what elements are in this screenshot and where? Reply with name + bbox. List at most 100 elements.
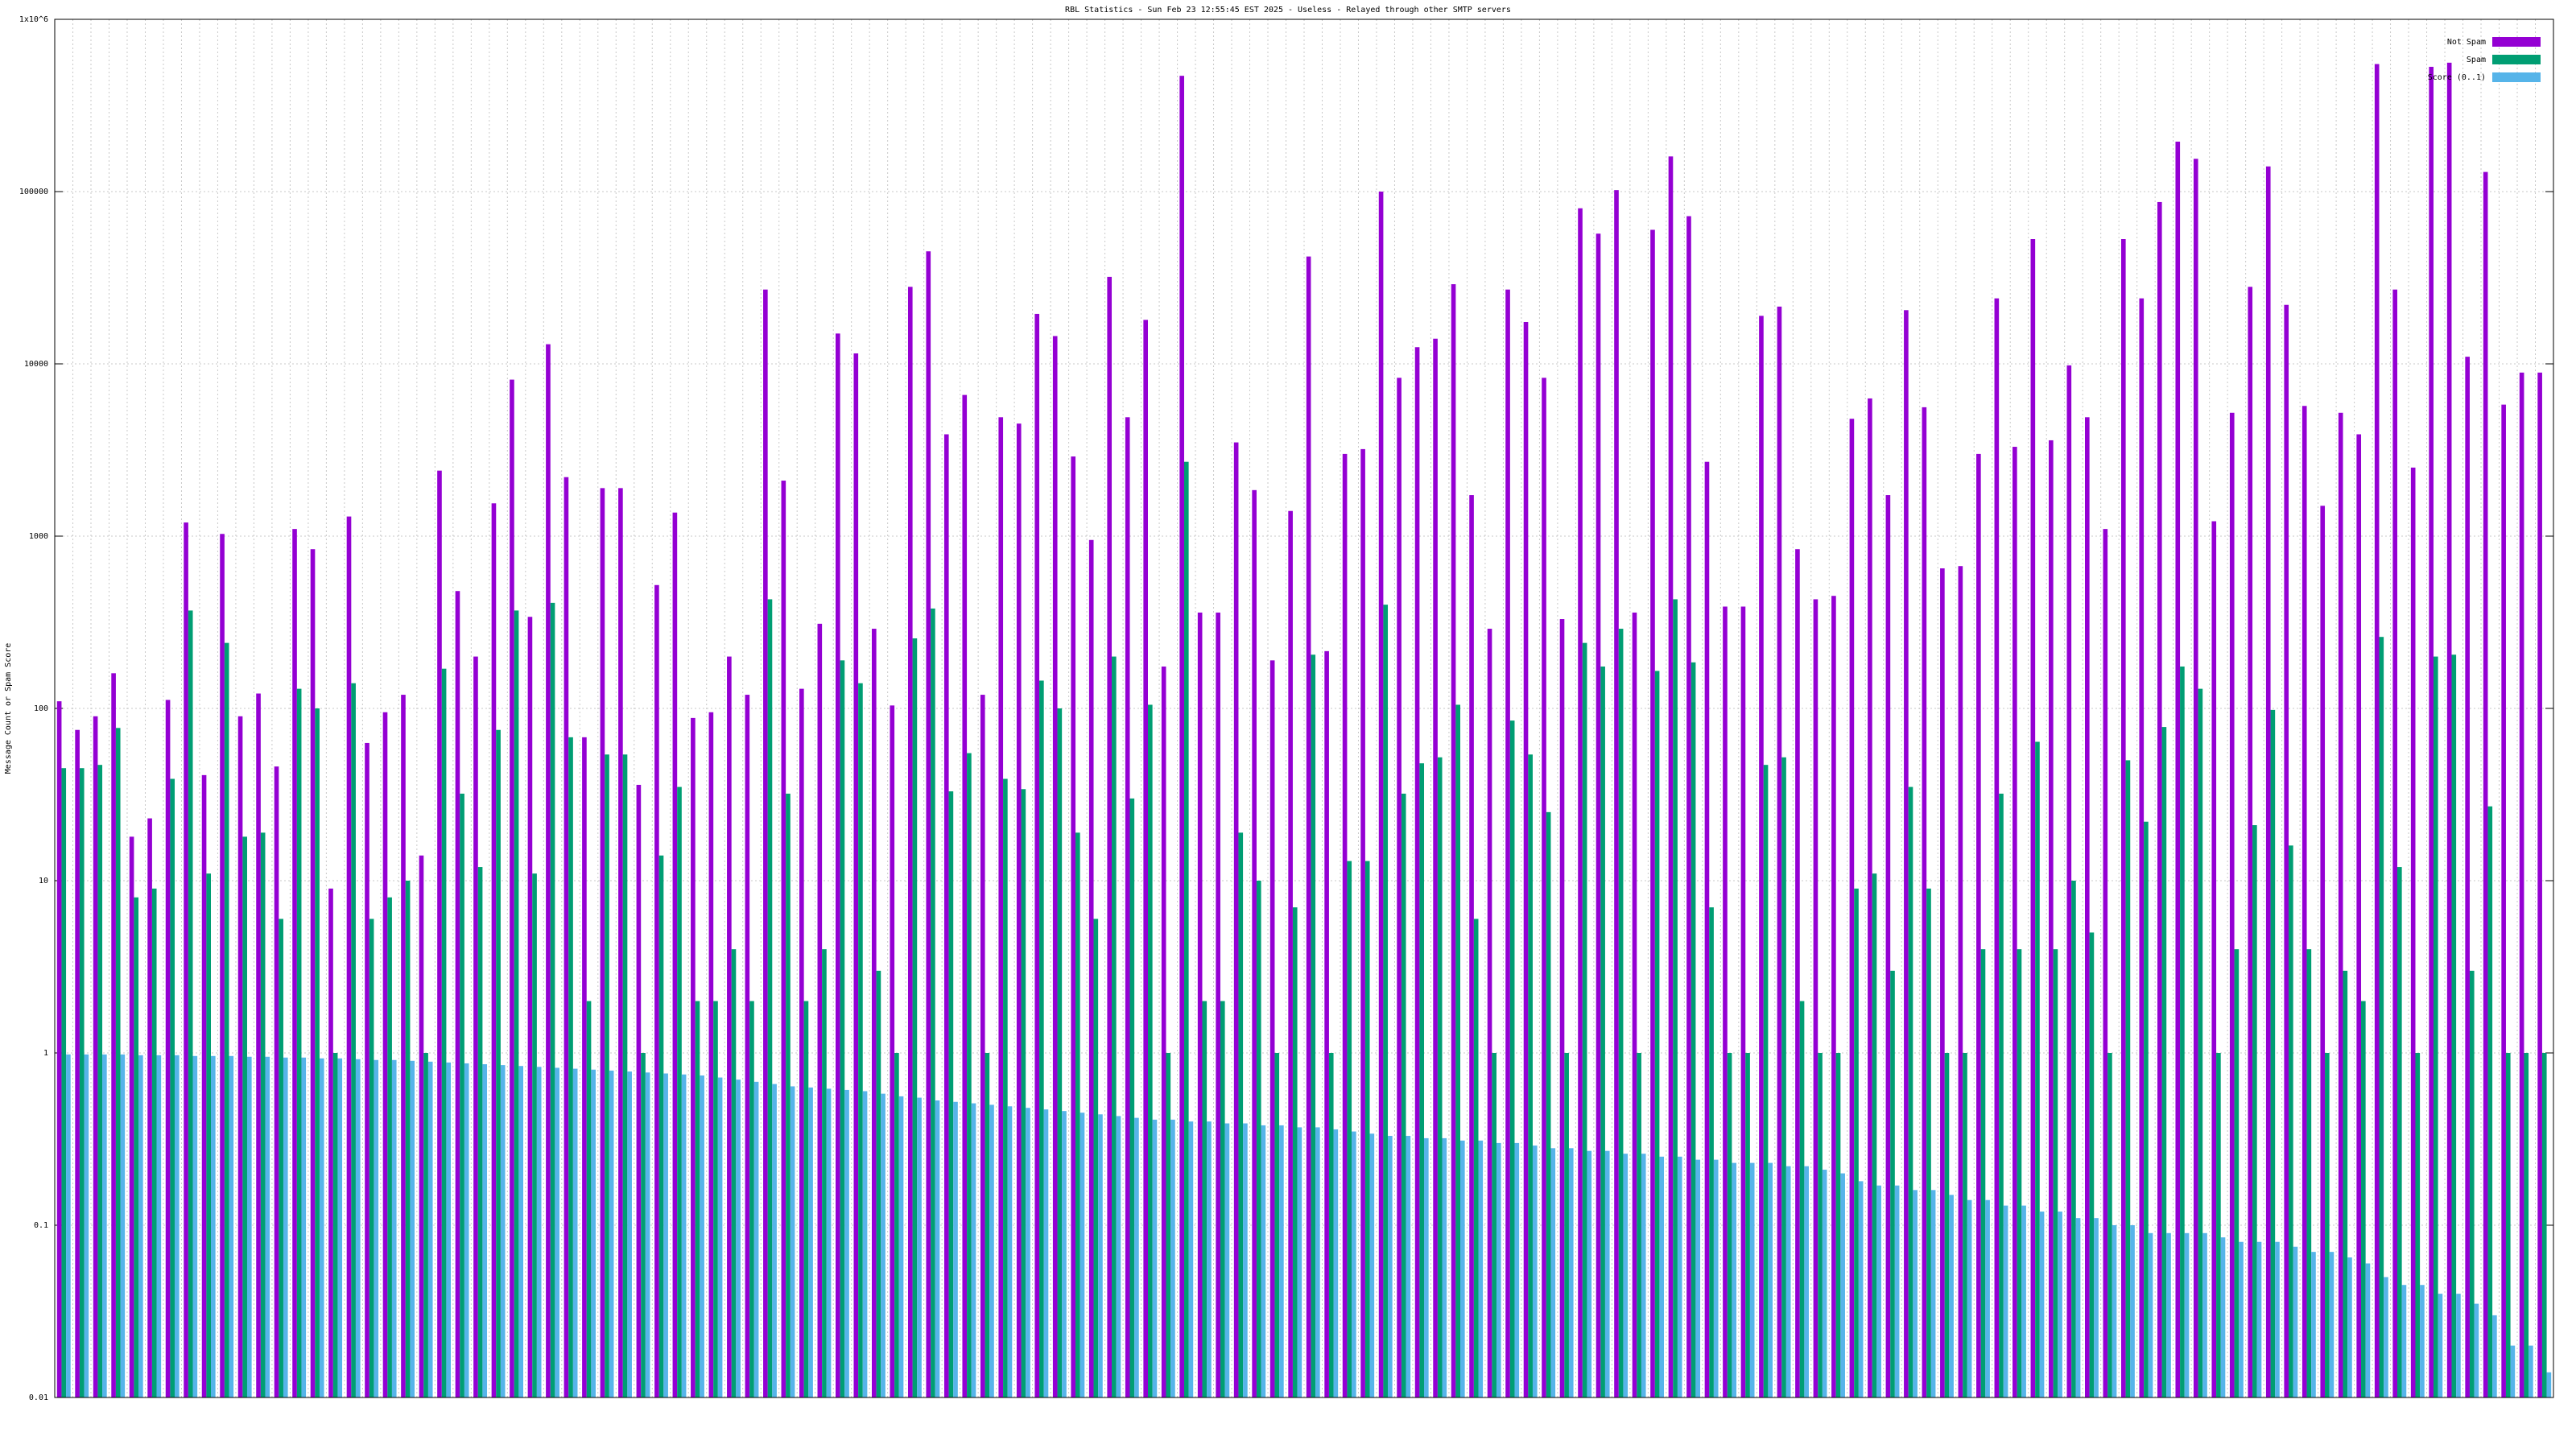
bar [1378,192,1384,1397]
bar [482,1064,488,1397]
bar [2229,412,2235,1397]
bar [346,516,352,1397]
bar [641,1053,646,1397]
bar [2365,1263,2371,1397]
bar [405,881,411,1397]
bar [1564,1053,1569,1397]
bar [2401,1285,2407,1397]
bar [967,753,972,1397]
bar [1043,1109,1049,1397]
bar [1364,861,1370,1397]
bar [2157,201,2162,1398]
bar [749,1001,754,1397]
bar [572,1068,578,1397]
bar [1328,1053,1334,1397]
bar [1170,1119,1175,1397]
bar [727,656,732,1397]
bar [998,417,1004,1397]
bar [2325,1053,2330,1397]
bar [1963,1053,1967,1397]
bar [817,623,823,1397]
bar [1026,1108,1030,1397]
bar [2347,1257,2352,1397]
bar [1292,907,1298,1397]
bar [260,832,266,1397]
bar [510,379,514,1397]
bar [1904,310,1909,1397]
bar [464,1063,469,1397]
bar [1492,1053,1496,1397]
bar [1732,1162,1737,1397]
y-tick-label: 1 [43,1049,48,1058]
bar [2293,1246,2298,1397]
y-tick-label: 100 [34,704,48,713]
bar [170,778,175,1397]
bar [2392,289,2397,1398]
bar [1088,539,1094,1398]
bar [75,729,80,1397]
bar [2198,688,2203,1397]
bar [310,549,316,1397]
bar [1166,1053,1171,1397]
bar [2356,434,2362,1397]
bar [1781,757,1786,1397]
bar [2343,970,2348,1397]
bar [1433,338,1438,1397]
bar [2175,141,2181,1397]
bar [473,656,478,1397]
bar [799,688,804,1397]
bar [1256,881,1261,1397]
bar [1785,1166,1791,1397]
y-tick-label: 1x10^6 [19,15,48,24]
bar [1007,1106,1013,1397]
bar [491,503,497,1397]
bar [1641,1154,1646,1397]
legend-label: Not Spam [2447,38,2486,47]
bar [1243,1123,1248,1397]
bar [279,919,283,1397]
bar [772,1084,777,1397]
y-tick-label: 10000 [24,360,48,369]
bar [391,1059,397,1397]
bar [527,617,533,1397]
bar [1876,1185,1881,1397]
bar [1723,606,1728,1397]
bar [786,793,791,1397]
bar [1713,1159,1719,1397]
y-tick-label: 0.1 [34,1221,48,1230]
bar [2429,67,2434,1397]
bar [1922,407,1927,1398]
bar [962,394,968,1398]
legend-swatch [2492,72,2541,82]
bar [618,488,623,1398]
bar [2537,372,2542,1397]
bar [1442,1137,1447,1397]
bar [2030,239,2036,1397]
bar [1016,423,1022,1397]
bar [989,1104,994,1397]
bar [2003,1205,2008,1397]
bar [2120,239,2126,1397]
bar [677,786,682,1397]
bar [441,668,447,1397]
bar [2166,1232,2171,1397]
bar [731,949,737,1397]
bar [663,1073,668,1397]
bar [1542,378,1546,1398]
bar [1568,1148,1574,1397]
bar [2202,1232,2207,1397]
bar [700,1075,704,1397]
bar [2492,1315,2497,1397]
bar [1894,1185,1900,1397]
bar [1908,786,1913,1397]
bar [2505,1053,2511,1397]
bar [555,1067,559,1397]
bar [844,1089,849,1397]
bar [1949,1195,1954,1397]
y-tick-label: 100000 [19,188,48,196]
bar [1994,298,2000,1398]
bar [2161,727,2167,1397]
bar [658,855,664,1397]
bar [645,1072,650,1397]
bar [1835,1053,1841,1397]
